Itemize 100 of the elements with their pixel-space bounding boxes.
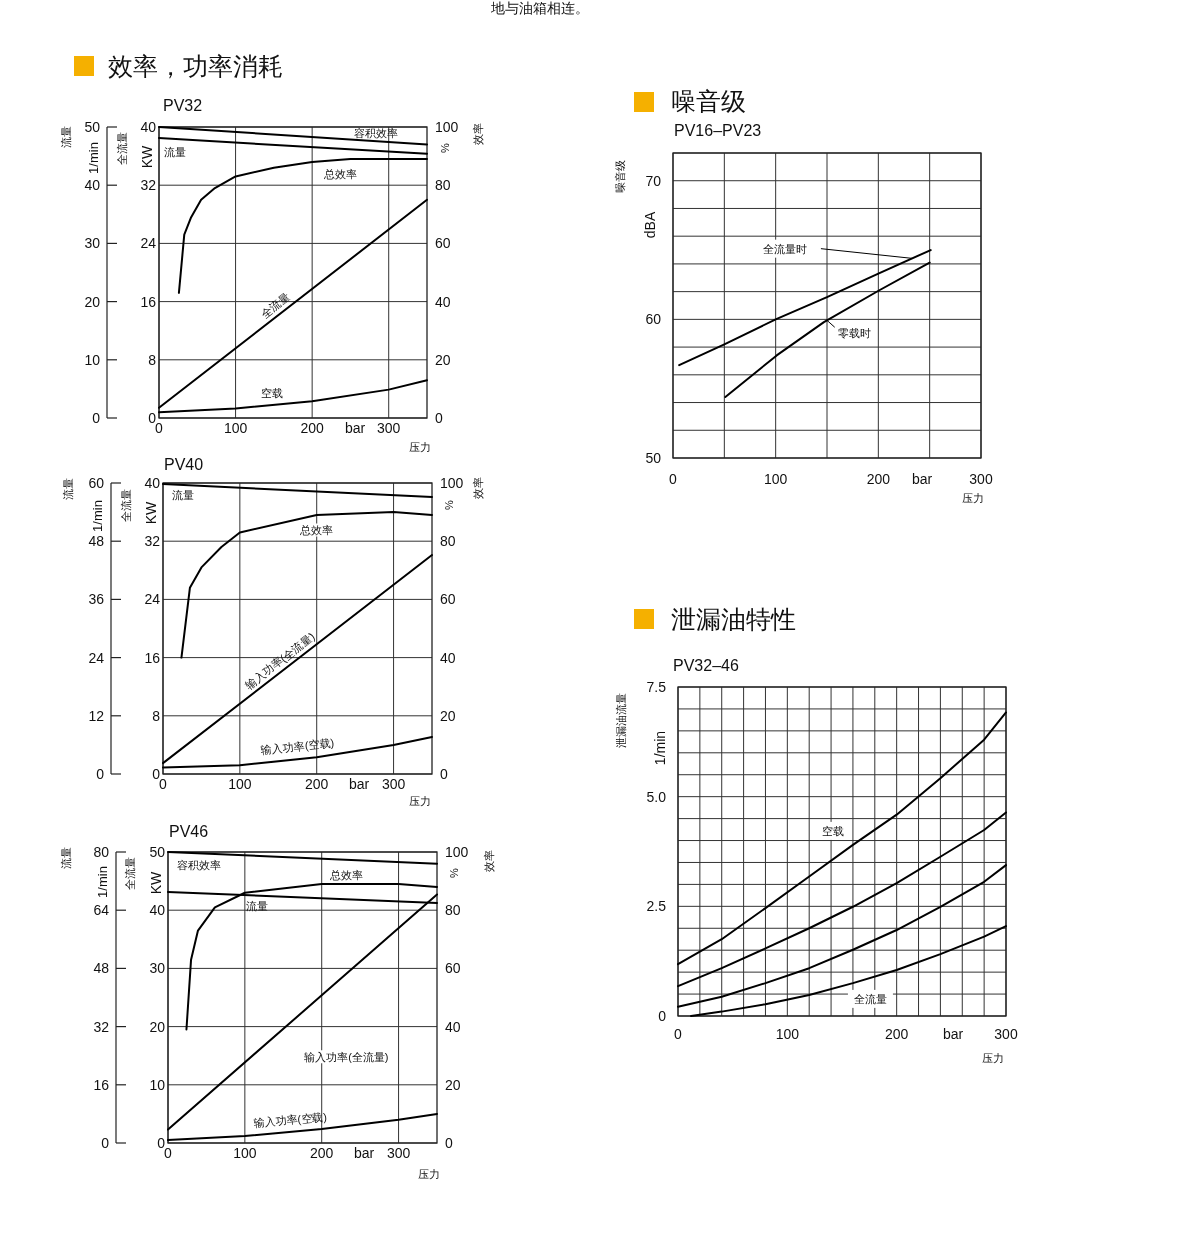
x-axis-title: bar — [353, 1145, 375, 1161]
y2-tick-label: 20 — [440, 707, 456, 724]
y2-tick-label: 100 — [445, 844, 469, 860]
series-label: 流量 — [164, 146, 187, 158]
text: 输入功率(全流量) — [242, 630, 317, 692]
y3-tick-label: 0 — [101, 1135, 110, 1151]
y2-axis-title: % — [448, 867, 460, 878]
text: 流量 — [60, 847, 72, 869]
y3-tick-label: 36 — [88, 591, 105, 608]
y-tick-label: 0 — [157, 1135, 166, 1151]
y-tick-label: 32 — [144, 533, 161, 550]
y-tick-label: 60 — [645, 311, 662, 328]
y-axis-title: 1/min — [652, 730, 668, 766]
y-tick-label: 0 — [148, 410, 157, 426]
series-label: 总效率 — [299, 524, 334, 537]
text: 效率 — [472, 123, 484, 145]
chart-title: 效率，功率消耗 — [108, 52, 283, 80]
x-axis-title: bar — [942, 1026, 964, 1042]
x-axis-title: bar — [344, 420, 366, 436]
x-tick-label: 300 — [994, 1026, 1018, 1042]
text: 全流量 — [120, 488, 132, 522]
text: 效率 — [472, 477, 484, 499]
y-axis-title: KW — [139, 144, 155, 169]
text: 全流量 — [258, 290, 293, 321]
x-tick-label: 300 — [386, 1145, 411, 1161]
chart-subtitle: PV32–46 — [673, 656, 739, 674]
y2-tick-label: 20 — [445, 1076, 461, 1093]
x-tick-label: 0 — [669, 471, 678, 487]
y2-axis-title: % — [439, 142, 451, 153]
x-tick-label: 200 — [310, 1145, 334, 1161]
y-axis-title: dBA — [642, 211, 658, 239]
y2-tick-label: 100 — [435, 119, 459, 135]
y3-tick-label: 48 — [93, 960, 110, 977]
y-tick-label: 24 — [144, 591, 161, 608]
y3-tick-label: 16 — [93, 1076, 110, 1093]
y-tick-label: 16 — [140, 293, 157, 310]
y3-tick-label: 30 — [84, 235, 101, 252]
chart-subtitle: PV16–PV23 — [674, 121, 762, 139]
y-tick-label: 0 — [152, 766, 161, 782]
y-tick-label: 10 — [149, 1076, 166, 1093]
text: 压力 — [409, 441, 431, 453]
y3-tick-label: 32 — [93, 1018, 110, 1035]
x-tick-label: 100 — [233, 1145, 257, 1161]
y3-tick-label: 50 — [84, 119, 101, 135]
x-tick-label: 200 — [884, 1026, 909, 1042]
y3-tick-label: 64 — [93, 902, 110, 919]
y2-tick-label: 80 — [445, 902, 461, 919]
text: 流量 — [60, 126, 72, 148]
y-tick-label: 40 — [149, 902, 166, 919]
y3-tick-label: 20 — [84, 293, 101, 310]
y2-tick-label: 0 — [435, 410, 443, 426]
text: 输入功率(全流量) — [304, 1050, 389, 1063]
y3-tick-label: 0 — [92, 410, 101, 426]
series-label: 流量 — [171, 488, 194, 501]
y-tick-label: 30 — [149, 960, 166, 977]
text: 输入功率(空载) — [253, 1110, 328, 1130]
y-tick-label: 70 — [645, 172, 662, 189]
chart-subtitle: PV46 — [169, 822, 209, 840]
y-tick-label: 0 — [658, 1008, 667, 1024]
legend-label: 零载时 — [838, 327, 872, 340]
y3-tick-label: 12 — [88, 707, 105, 724]
y-tick-label: 32 — [140, 177, 157, 194]
series-label: 空载 — [260, 387, 283, 400]
text: 压力 — [982, 1052, 1004, 1064]
y3-tick-label: 10 — [84, 351, 101, 368]
text: 全流量 — [116, 131, 128, 165]
y2-tick-label: 40 — [435, 293, 451, 310]
y-axis-title: KW — [143, 500, 159, 525]
y-tick-label: 8 — [148, 351, 157, 368]
x-axis-title: bar — [911, 471, 933, 487]
y-tick-label: 50 — [645, 450, 662, 466]
y2-axis-title: % — [443, 499, 455, 510]
series-label: 总效率 — [322, 167, 357, 180]
x-axis-title: bar — [348, 776, 370, 792]
x-tick-label: 0 — [674, 1026, 683, 1042]
y2-tick-label: 60 — [440, 591, 456, 608]
y-tick-label: 8 — [152, 707, 161, 724]
chart-subtitle: PV32 — [163, 96, 203, 114]
chart-title: 噪音级 — [671, 87, 746, 115]
y3-tick-label: 80 — [93, 844, 110, 860]
y3-tick-label: 40 — [84, 177, 101, 194]
y2-tick-label: 40 — [445, 1018, 461, 1035]
chart-title: 泄漏油特性 — [671, 605, 796, 633]
text: 地与油箱相连。 — [490, 0, 589, 16]
y2-tick-label: 80 — [440, 533, 456, 550]
text: 噪音级 — [614, 159, 626, 193]
y-tick-label: 16 — [144, 649, 161, 666]
y2-tick-label: 80 — [435, 177, 451, 194]
text: 流量 — [62, 478, 74, 500]
y-tick-label: 50 — [149, 844, 166, 860]
y-tick-label: 7.5 — [646, 679, 667, 695]
x-tick-label: 100 — [223, 420, 248, 436]
y-axis-title: KW — [148, 870, 164, 895]
x-tick-label: 300 — [377, 420, 401, 436]
y3-axis-title: 1/min — [94, 866, 110, 898]
y3-tick-label: 0 — [96, 766, 105, 782]
text: 输入功率(空载) — [260, 736, 335, 757]
chart-subtitle: PV40 — [164, 455, 204, 473]
y2-tick-label: 60 — [435, 235, 451, 252]
series-label: 全流量 — [853, 992, 887, 1005]
